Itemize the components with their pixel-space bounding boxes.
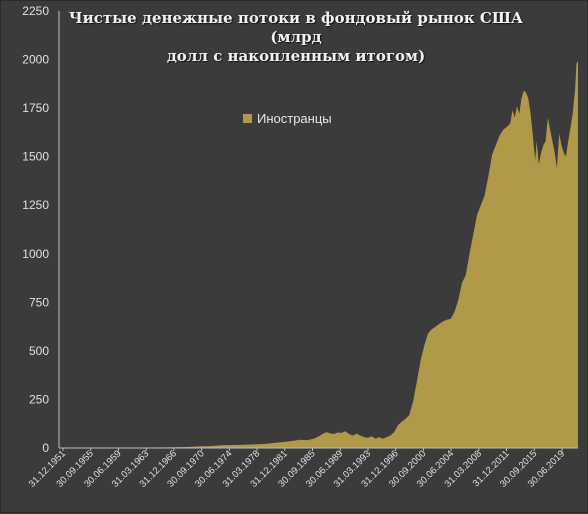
y-tick-label: 1500 xyxy=(22,150,49,164)
y-tick-label: 250 xyxy=(29,392,49,406)
y-tick-label: 1750 xyxy=(22,101,49,115)
y-tick-label: 1000 xyxy=(22,247,49,261)
chart-title-line-2: долл с накопленным итогом) xyxy=(166,47,426,65)
legend: Иностранцы xyxy=(243,111,332,126)
y-tick-label: 500 xyxy=(29,344,49,358)
y-tick-label: 750 xyxy=(29,295,49,309)
legend-label: Иностранцы xyxy=(257,111,332,126)
y-tick-label: 2000 xyxy=(22,53,49,67)
series-area-inostrantsy xyxy=(59,61,578,448)
legend-swatch xyxy=(243,114,252,123)
chart-title-line-1: Чистые денежные потоки в фондовый рынок … xyxy=(68,9,524,46)
y-tick-label: 1250 xyxy=(22,198,49,212)
y-tick-label: 2250 xyxy=(22,4,49,18)
chart-title: Чистые денежные потоки в фондовый рынок … xyxy=(61,9,531,66)
y-tick-label: 0 xyxy=(42,441,49,455)
